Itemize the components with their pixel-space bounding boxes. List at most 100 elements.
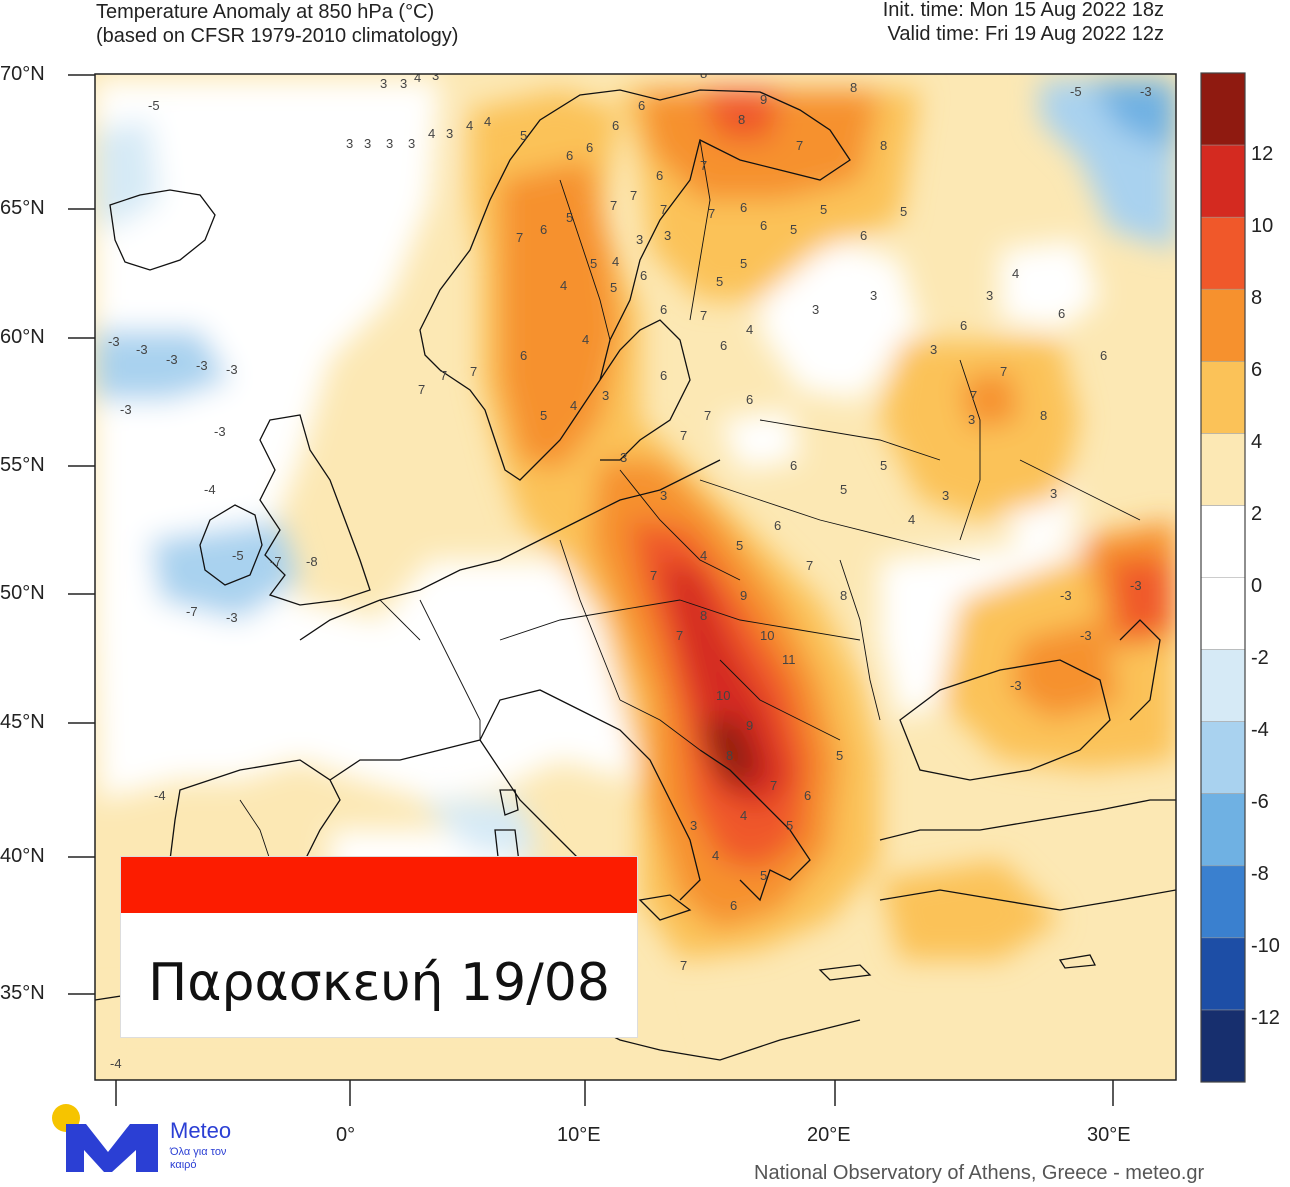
contour-value-label: 4: [908, 512, 915, 527]
contour-value-label: 10: [716, 688, 730, 703]
contour-value-label: 4: [570, 398, 577, 413]
footer-credit: National Observatory of Athens, Greece -…: [754, 1162, 1205, 1184]
colorbar-label: -10: [1251, 935, 1280, 957]
lon-label-30e: 30°E: [1087, 1124, 1131, 1146]
contour-value-label: 3: [636, 232, 643, 247]
date-overlay-bar: [121, 857, 637, 913]
contour-value-label: 6: [566, 148, 573, 163]
contour-value-label: 5: [900, 204, 907, 219]
logo-name: Meteo: [170, 1118, 232, 1143]
contour-value-label: 5: [820, 202, 827, 217]
contour-value-label: 7: [516, 230, 523, 245]
contour-value-label: 7: [660, 202, 667, 217]
meteo-logo-icon: [52, 1104, 158, 1172]
contour-value-label: 7: [970, 388, 977, 403]
contour-value-label: -8: [306, 554, 318, 569]
contour-value-label: 3: [380, 76, 387, 91]
contour-value-label: 5: [840, 482, 847, 497]
lat-label-55: 55°N: [0, 454, 45, 476]
colorbar-label: 2: [1251, 503, 1263, 525]
colorbar-segment: [1201, 721, 1245, 795]
contour-value-label: 3: [432, 68, 439, 83]
lat-ticks: [68, 74, 95, 995]
colorbar-segment: [1201, 865, 1245, 939]
contour-value-label: 6: [1100, 348, 1107, 363]
contour-value-label: 4: [712, 848, 719, 863]
colorbar-segment: [1201, 937, 1245, 1011]
colorbar-label: 8: [1251, 287, 1263, 309]
contour-value-label: 7: [610, 198, 617, 213]
contour-value-label: 6: [540, 222, 547, 237]
contour-value-label: 8: [850, 80, 857, 95]
lat-label-70: 70°N: [0, 63, 45, 85]
lon-label-20e: 20°E: [807, 1124, 851, 1146]
contour-value-label: 4: [1012, 266, 1019, 281]
colorbar-label: 10: [1251, 215, 1274, 237]
init-time: Init. time: Mon 15 Aug 2022 18z: [882, 0, 1164, 21]
contour-value-label: 3: [986, 288, 993, 303]
contour-value-label: 4: [560, 278, 567, 293]
contour-value-label: -3: [1140, 84, 1152, 99]
contour-value-label: 4: [428, 126, 435, 141]
lon-label-10e: 10°E: [557, 1124, 601, 1146]
contour-value-label: 4: [484, 114, 491, 129]
contour-value-label: 3: [446, 126, 453, 141]
contour-value-label: 8: [880, 138, 887, 153]
contour-value-label: 4: [582, 332, 589, 347]
contour-value-label: 7: [796, 138, 803, 153]
contour-value-label: 6: [656, 168, 663, 183]
contour-value-label: 3: [812, 302, 819, 317]
contour-value-label: 3: [620, 450, 627, 465]
contour-value-label: 3: [930, 342, 937, 357]
time-info: Init. time: Mon 15 Aug 2022 18z Valid ti…: [883, 0, 1164, 46]
contour-value-label: 3: [664, 228, 671, 243]
contour-value-label: 5: [610, 280, 617, 295]
contour-value-label: -3: [136, 342, 148, 357]
colorbar-segment: [1201, 1009, 1245, 1083]
contour-value-label: 3: [602, 388, 609, 403]
colorbar-segment: [1201, 145, 1245, 218]
colorbar-label: 12: [1251, 143, 1274, 165]
contour-value-label: 7: [1000, 364, 1007, 379]
country-borders: [239, 139, 1141, 861]
contour-value-label: 6: [612, 118, 619, 133]
lat-label-40: 40°N: [0, 845, 45, 867]
colorbar-segment: [1201, 577, 1245, 651]
contour-value-label: 3: [364, 136, 371, 151]
contour-value-label: -3: [1080, 628, 1092, 643]
contour-value-label: 5: [786, 818, 793, 833]
valid-time: Valid time: Fri 19 Aug 2022 12z: [887, 23, 1164, 45]
contour-value-label: 4: [700, 548, 707, 563]
colorbar-label: 6: [1251, 359, 1263, 381]
contour-value-label: 6: [774, 518, 781, 533]
contour-value-label: 5: [740, 256, 747, 271]
contour-value-label: -3: [1060, 588, 1072, 603]
contour-value-label: 8: [1040, 408, 1047, 423]
contour-value-label: -4: [110, 1056, 122, 1071]
colorbar-label: -8: [1251, 863, 1269, 885]
colorbar-segment: [1201, 793, 1245, 867]
contour-value-label: 7: [630, 188, 637, 203]
contour-value-label: 11: [782, 652, 796, 667]
title-line-1: Temperature Anomaly at 850 hPa (°C): [96, 1, 435, 23]
colorbar: [1201, 73, 1245, 1083]
contour-value-label: 4: [746, 322, 753, 337]
plot-frame: [94, 73, 1177, 1081]
date-overlay: Παρασκευή 19/08: [121, 857, 637, 1037]
contour-value-label: 7: [680, 428, 687, 443]
meteo-logo: Meteo Όλα για τον καιρό: [50, 1100, 250, 1180]
colorbar-segment: [1201, 73, 1245, 146]
contour-value-label: 8: [840, 588, 847, 603]
contour-value-label: 7: [440, 368, 447, 383]
colorbar-label: -4: [1251, 719, 1269, 741]
contour-value-label: 5: [736, 538, 743, 553]
contour-value-label: 6: [1058, 306, 1065, 321]
contour-value-label: -3: [196, 358, 208, 373]
contour-value-label: 5: [790, 222, 797, 237]
contour-value-label: -5: [148, 98, 160, 113]
contour-value-label: 7: [700, 308, 707, 323]
contour-value-label: 5: [590, 256, 597, 271]
contour-value-label: 6: [660, 302, 667, 317]
colorbar-segment: [1201, 217, 1245, 290]
title-line-2: (based on CFSR 1979-2010 climatology): [96, 25, 459, 47]
